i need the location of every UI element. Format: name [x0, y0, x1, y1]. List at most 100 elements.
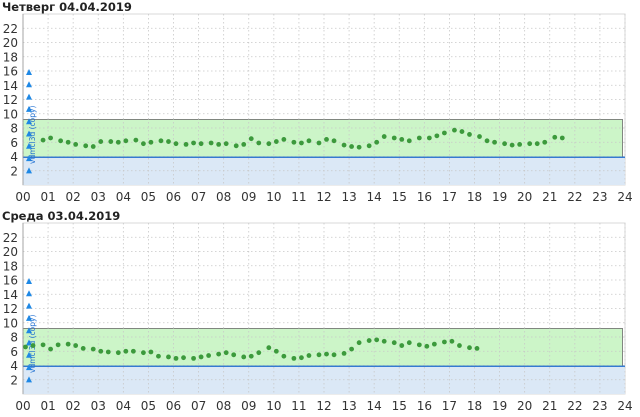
data-point: [158, 138, 164, 144]
x-tick-label: 02: [66, 399, 81, 413]
data-point: [248, 353, 254, 359]
data-point: [206, 353, 212, 358]
data-point: [241, 354, 247, 360]
data-point: [156, 353, 161, 359]
y-tick-label: 6: [10, 345, 18, 359]
data-point: [98, 139, 104, 144]
side-marker-icon: [26, 376, 32, 383]
data-point: [356, 340, 362, 346]
data-point: [406, 340, 412, 346]
x-tick-label: 09: [241, 190, 256, 204]
data-point: [256, 350, 262, 356]
data-point: [223, 350, 229, 356]
data-point: [542, 139, 548, 145]
side-marker-icon: [26, 142, 32, 149]
data-point: [273, 348, 279, 354]
x-tick-label: 20: [517, 399, 532, 413]
x-tick-label: 20: [517, 190, 532, 204]
data-point: [331, 352, 337, 358]
data-point: [291, 355, 297, 361]
data-point: [381, 338, 387, 344]
data-point: [452, 127, 457, 133]
side-marker-icon: [26, 93, 32, 100]
data-point: [141, 141, 146, 147]
data-point: [181, 355, 186, 361]
x-tick-label: 24: [617, 399, 632, 413]
data-point: [40, 137, 46, 143]
x-tick-label: 16: [417, 399, 432, 413]
x-tick-label: 05: [141, 190, 156, 204]
data-point: [374, 337, 380, 343]
x-tick-label: 01: [40, 399, 55, 413]
data-point: [233, 143, 239, 149]
x-tick-label: 12: [316, 399, 331, 413]
x-tick-label: 17: [442, 190, 457, 204]
y-tick-label: 20: [3, 36, 18, 50]
x-tick-label: 07: [191, 190, 206, 204]
data-point: [30, 343, 36, 348]
target-range-band: [22, 328, 623, 367]
data-point: [431, 341, 437, 347]
data-point: [559, 135, 565, 141]
data-point: [374, 139, 380, 145]
y-tick-label: 12: [3, 302, 18, 316]
data-point: [266, 141, 272, 147]
x-tick-label: 13: [341, 190, 356, 204]
x-tick-label: 08: [216, 190, 231, 204]
data-point: [299, 140, 304, 146]
data-point: [366, 338, 372, 343]
y-tick-label: 16: [3, 274, 18, 288]
x-tick-label: 19: [492, 399, 507, 413]
side-marker-icon: [26, 364, 32, 371]
data-point: [208, 140, 214, 146]
data-point: [399, 137, 405, 142]
y-tick-label: 4: [10, 359, 18, 373]
data-point: [281, 353, 287, 359]
side-marker-icon: [26, 339, 32, 346]
data-point: [467, 345, 472, 351]
x-tick-label: 10: [266, 190, 281, 204]
x-tick-label: 12: [316, 190, 331, 204]
x-tick-label: 15: [392, 190, 407, 204]
y-tick-label: 14: [3, 288, 18, 302]
data-point: [115, 350, 121, 356]
x-tick-label: 00: [15, 190, 30, 204]
data-point: [316, 352, 322, 358]
data-point: [73, 141, 79, 147]
data-point: [90, 144, 96, 149]
x-tick-label: 22: [567, 190, 582, 204]
side-label: vdmcl3d (copy): [28, 106, 37, 164]
x-tick-label: 14: [367, 190, 382, 204]
data-point: [306, 138, 312, 144]
data-point: [492, 139, 497, 145]
data-point: [442, 339, 447, 345]
y-tick-label: 2: [10, 164, 18, 178]
x-tick-label: 21: [542, 190, 557, 204]
data-point: [331, 138, 337, 144]
y-tick-label: 16: [3, 65, 18, 79]
data-point: [509, 142, 515, 148]
data-point: [83, 143, 89, 149]
data-point: [291, 139, 297, 145]
side-marker-icon: [26, 314, 32, 321]
side-marker-icon: [26, 69, 32, 75]
data-point: [316, 140, 322, 146]
data-point: [133, 137, 139, 143]
y-tick-label: 10: [3, 107, 18, 121]
data-point: [502, 141, 507, 147]
x-tick-label: 18: [467, 190, 482, 204]
y-tick-label: 8: [10, 331, 18, 345]
x-tick-label: 14: [367, 399, 382, 413]
data-point: [105, 349, 111, 355]
data-point: [130, 348, 136, 354]
x-tick-label: 13: [341, 399, 356, 413]
data-point: [366, 143, 372, 149]
data-point: [434, 133, 440, 139]
data-point: [424, 343, 430, 349]
data-point: [141, 350, 146, 356]
data-point: [552, 134, 558, 140]
data-point: [534, 141, 540, 147]
data-point: [391, 340, 397, 346]
